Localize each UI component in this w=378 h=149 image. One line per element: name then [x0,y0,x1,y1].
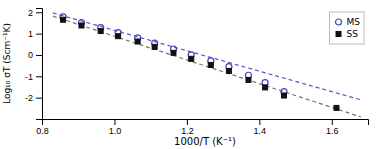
tick: 1 [28,29,42,39]
point [79,23,84,28]
tick-mark [259,119,260,125]
x-axis: 0.8 1.0 1.2 1.4 1.6 [36,119,368,136]
tick: 0.8 [36,119,49,136]
legend-symbol [336,19,342,25]
y-axis: -2 -1 0 1 2 [25,8,43,120]
series [61,17,339,110]
legend-box [330,12,364,44]
point [281,93,286,98]
point [189,56,194,61]
tick-mark [187,119,188,125]
tick-mark [36,55,42,56]
tick: 2 [28,8,42,18]
chart: 0.8 1.0 1.2 1.4 1.6 -2 -1 0 1 2 1000/T (K⁻¹) Log₁₀ … [0,0,378,149]
point [334,105,339,110]
tick: -2 [25,93,42,103]
point [135,39,140,44]
axis-line [36,9,43,120]
tick-mark [36,98,42,99]
legend-symbol [336,32,341,37]
tick-label: -2 [25,93,33,103]
tick-mark [332,119,333,125]
tick: 1.0 [109,119,122,136]
tick-mark [36,12,42,13]
point [246,77,251,82]
legend-label: SS [347,29,359,39]
tick-label: 0 [28,50,33,60]
point [171,50,176,55]
tick-label: 2 [28,8,33,18]
point [263,85,268,90]
series [60,14,287,95]
tick-label: 1.6 [326,126,339,136]
tick: -1 [25,72,42,82]
point [98,29,103,34]
fit-line [53,13,361,100]
fit-line [53,16,361,117]
y-axis-title: Log₁₀ σT (Scm⁻¹K) [2,23,12,104]
tick-mark [36,34,42,35]
point [152,44,157,49]
legend-label: MS [347,17,361,27]
tick: 1.2 [181,119,194,136]
axis-line [43,120,369,126]
point [116,34,121,39]
point [226,68,231,73]
legend: MS SS [330,12,364,44]
tick-label: 0.8 [36,126,49,136]
point [208,62,213,67]
tick-label: -1 [25,72,33,82]
tick-mark [36,76,42,77]
tick-label: 1 [28,29,33,39]
tick-label: 1.2 [181,126,194,136]
tick-label: 1.4 [254,126,267,136]
tick-mark [114,119,115,125]
x-axis-title: 1000/T (K⁻¹) [174,136,236,147]
tick: 0 [28,50,42,60]
tick-label: 1.0 [109,126,122,136]
plot-area [53,13,361,117]
tick: 1.4 [254,119,267,136]
point [61,17,66,22]
tick: 1.6 [326,119,339,136]
